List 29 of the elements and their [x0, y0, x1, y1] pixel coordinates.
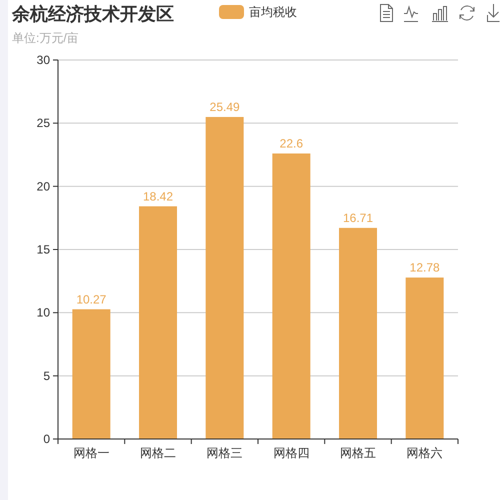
x-tick-label: 网格六: [406, 446, 443, 460]
bar: [206, 116, 244, 439]
x-tick-label: 网格四: [273, 446, 310, 460]
legend-label: 亩均税收: [249, 5, 297, 19]
y-tick-label: 30: [36, 53, 50, 67]
x-tick-label: 网格三: [206, 446, 243, 460]
bar: [272, 153, 310, 439]
x-tick-label: 网格二: [140, 446, 176, 460]
data-label: 12.78: [410, 260, 440, 275]
data-label: 25.49: [210, 100, 240, 114]
y-tick-label: 0: [43, 432, 50, 446]
y-tick-label: 10: [36, 306, 50, 320]
data-label: 16.71: [342, 210, 374, 225]
y-tick-label: 25: [36, 116, 50, 130]
data-label: 18.42: [142, 189, 174, 204]
data-label: 22.6: [280, 136, 304, 150]
bar: [72, 309, 110, 439]
x-tick-label: 网格一: [73, 446, 110, 460]
y-tick-label: 20: [36, 179, 50, 194]
bar: [139, 206, 177, 439]
bar: [339, 228, 377, 439]
y-tick-label: 15: [36, 242, 50, 256]
chart-title: 余杭经济技术开发区: [11, 4, 174, 24]
x-tick-label: 网格五: [340, 446, 376, 460]
bar: [406, 278, 444, 439]
data-label: 10.27: [76, 292, 107, 306]
chart-subtitle: 单位:万元/亩: [12, 31, 79, 45]
y-tick-label: 5: [43, 368, 50, 383]
legend: 亩均税收: [219, 5, 297, 19]
